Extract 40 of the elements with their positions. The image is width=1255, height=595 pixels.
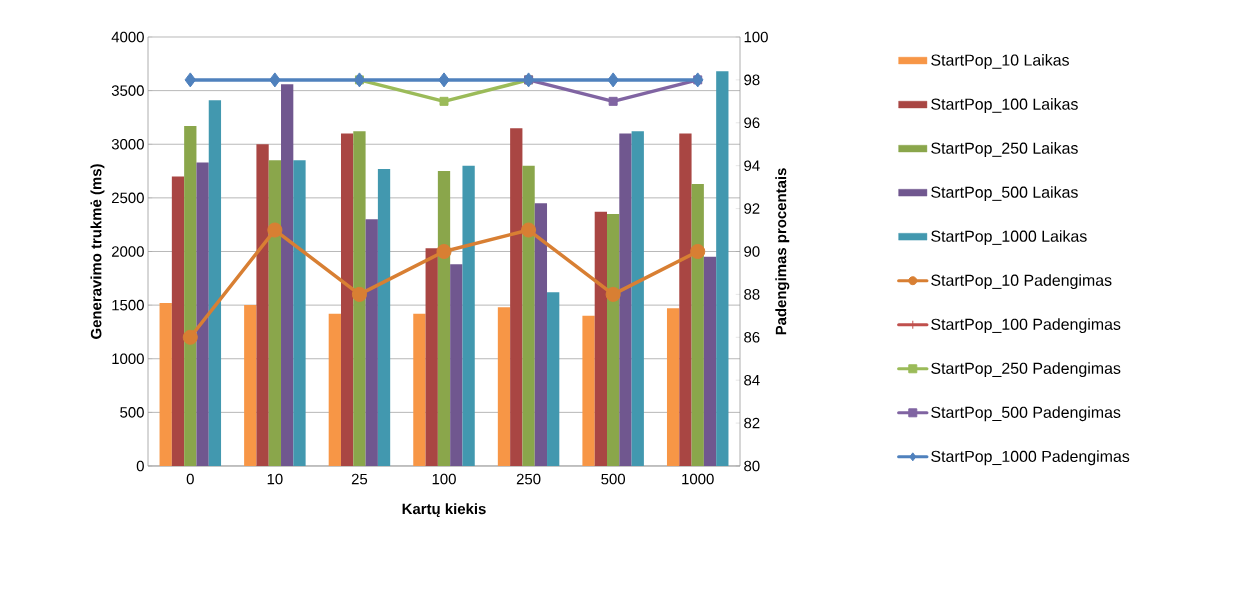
y2-tick-label: 100 bbox=[744, 31, 768, 43]
y2-tick-label: 94 bbox=[744, 160, 760, 171]
legend-label: StartPop_1000 Laikas bbox=[931, 230, 1087, 246]
y-tick-label: 0 bbox=[136, 460, 144, 472]
legend-label: StartPop_10 Laikas bbox=[931, 54, 1069, 69]
y-tick-label: 500 bbox=[120, 407, 144, 418]
y2-tick-label: 88 bbox=[744, 289, 760, 300]
y2-axis-title: Padengimas procentais bbox=[775, 168, 790, 335]
y-tick-label: 3500 bbox=[111, 85, 144, 96]
legend-label: StartPop_1000 Padengimas bbox=[931, 450, 1130, 466]
legend-label: StartPop_500 Laikas bbox=[931, 186, 1078, 201]
x-axis-title: Kartų kiekis bbox=[402, 503, 486, 518]
y2-tick-label: 82 bbox=[744, 417, 760, 429]
y2-tick-label: 96 bbox=[744, 117, 760, 129]
y-tick-label: 4000 bbox=[111, 31, 144, 43]
y2-tick-label: 98 bbox=[744, 74, 760, 86]
legend-label: StartPop_250 Laikas bbox=[931, 142, 1078, 157]
y-tick-label: 2000 bbox=[112, 246, 144, 257]
x-tick-label: 250 bbox=[516, 473, 541, 485]
y2-tick-label: 86 bbox=[744, 331, 760, 343]
y2-tick-label: 84 bbox=[744, 374, 760, 386]
x-tick-label: 100 bbox=[432, 473, 456, 485]
y-tick-label: 1500 bbox=[112, 299, 144, 311]
x-tick-label: 500 bbox=[601, 473, 626, 485]
legend-label: StartPop_100 Laikas bbox=[931, 98, 1078, 113]
y-axis-title: Generavimo trukmė (ms) bbox=[90, 164, 105, 339]
legend-label: StartPop_500 Padengimas bbox=[931, 406, 1121, 422]
legend-label: StartPop_10 Padengimas bbox=[931, 274, 1112, 290]
y2-tick-label: 90 bbox=[744, 246, 760, 257]
y2-tick-label: 92 bbox=[744, 203, 760, 214]
y-tick-label: 1000 bbox=[112, 353, 144, 365]
y-tick-label: 2500 bbox=[112, 192, 144, 204]
x-tick-label: 25 bbox=[351, 473, 368, 485]
legend-label: StartPop_250 Padengimas bbox=[931, 362, 1121, 378]
y2-tick-label: 80 bbox=[744, 460, 760, 472]
x-tick-label: 10 bbox=[267, 473, 283, 485]
x-tick-label: 1000 bbox=[682, 473, 714, 485]
y-tick-label: 3000 bbox=[111, 138, 144, 150]
x-tick-label: 0 bbox=[186, 473, 194, 485]
legend-label: StartPop_100 Padengimas bbox=[931, 318, 1121, 334]
